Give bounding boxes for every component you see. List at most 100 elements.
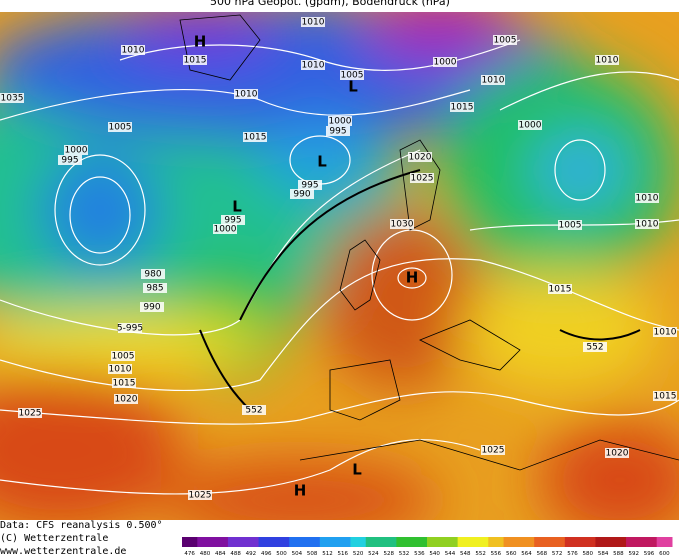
colorbar-label: 568 — [537, 551, 548, 557]
colorbar-label: 552 — [475, 551, 486, 557]
colorbar-swatch — [549, 537, 566, 547]
isobar-label: 1020 — [409, 153, 432, 163]
colorbar-label: 544 — [445, 551, 456, 557]
pressure-center: H — [406, 269, 419, 287]
colorbar-label: 504 — [292, 551, 303, 557]
colorbar-swatch — [411, 537, 428, 547]
isobar-label: 1005 — [109, 123, 132, 133]
label-bg — [242, 405, 266, 415]
label-bg — [340, 70, 364, 80]
field — [0, 12, 679, 520]
colorbar-label: 596 — [644, 551, 655, 557]
colorbar-swatch — [273, 537, 290, 547]
label-bg — [121, 45, 145, 55]
isobar-label: 1020 — [115, 395, 138, 405]
isobar-label: 1025 — [482, 446, 505, 456]
colorbar-swatch — [319, 537, 336, 547]
colorbar-swatch — [610, 537, 627, 547]
label-bg — [595, 55, 619, 65]
colorbar-swatch — [518, 537, 535, 547]
isobar-label: 1015 — [654, 392, 677, 402]
colorbar-swatch — [381, 537, 397, 547]
label-bg — [390, 219, 414, 229]
isobar-label: 990 — [293, 190, 310, 200]
isobar-label: 1000 — [434, 58, 457, 68]
isobar-label: 552 — [245, 406, 262, 416]
label-bg — [408, 152, 432, 162]
colorbar-swatch — [197, 537, 214, 547]
label-bg — [112, 378, 136, 388]
isobar-label: 995 — [301, 181, 318, 191]
isobar-label: 1015 — [113, 379, 136, 389]
colorbar-label: 508 — [307, 551, 318, 557]
label-bg — [481, 75, 505, 85]
isobar-label: 1010 — [636, 194, 659, 204]
isobar-label: 995 — [61, 156, 78, 166]
isobar-label: 1000 — [65, 146, 88, 156]
isobar-label: 1015 — [184, 56, 207, 66]
pressure-center: H — [194, 33, 207, 51]
isobar-label: 1015 — [244, 133, 267, 143]
colorbar-swatch — [641, 537, 658, 547]
colorbar-swatch — [580, 537, 596, 547]
colorbar-label: 532 — [399, 551, 410, 557]
colorbar-swatch — [488, 537, 505, 547]
isobar-label: 995 — [329, 127, 346, 137]
isobar-label: 1035 — [1, 94, 24, 104]
isobar-label: 1020 — [606, 449, 629, 459]
label-bg — [108, 122, 132, 132]
colorbar-label: 500 — [276, 551, 287, 557]
colorbar-swatch — [472, 537, 489, 547]
colorbar-swatch — [258, 537, 275, 547]
label-bg — [433, 57, 457, 67]
isobar-label: 1025 — [19, 409, 42, 419]
label-bg — [493, 35, 517, 45]
colorbar-label: 492 — [246, 551, 257, 557]
label-bg — [635, 193, 659, 203]
isobar-label: 995 — [224, 216, 241, 226]
colorbar-swatch — [595, 537, 612, 547]
colorbar-swatch — [182, 537, 198, 547]
label-bg — [301, 17, 325, 27]
isobar-label: 1010 — [636, 220, 659, 230]
label-bg — [114, 394, 138, 404]
label-bg — [143, 283, 167, 293]
colorbar-label: 516 — [338, 551, 349, 557]
colorbar-swatch — [335, 537, 351, 547]
isobar-label: 1010 — [596, 56, 619, 66]
colorbar-swatch — [227, 537, 244, 547]
colorbar-label: 592 — [628, 551, 639, 557]
colorbar-label: 580 — [583, 551, 594, 557]
isobar-label: 1030 — [391, 220, 414, 230]
isobar-label: 1010 — [235, 90, 258, 100]
footer-source: Data: CFS reanalysis 0.500° — [0, 520, 163, 531]
isobar-label: 1010 — [482, 76, 505, 86]
isobar-label: 985 — [146, 284, 163, 294]
colorbar-swatch — [457, 537, 474, 547]
label-bg — [118, 323, 142, 333]
colorbar-label: 524 — [368, 551, 379, 557]
colorbar-label: 548 — [460, 551, 471, 557]
isobar-label: 1000 — [329, 117, 352, 127]
label-bg — [64, 145, 88, 155]
colorbar-label: 476 — [184, 551, 195, 557]
colorbar-label: 512 — [322, 551, 333, 557]
colorbar-label: 588 — [613, 551, 624, 557]
isobar-label: 1000 — [214, 225, 237, 235]
label-bg — [548, 284, 572, 294]
label-bg — [290, 189, 314, 199]
label-bg — [58, 155, 82, 165]
label-bg — [481, 445, 505, 455]
label-bg — [298, 180, 322, 190]
isobar-label: 1015 — [549, 285, 572, 295]
label-bg — [111, 351, 135, 361]
footer-url: www.wetterzentrale.de — [0, 546, 126, 557]
colorbar-label: 564 — [521, 551, 532, 557]
isobar-label: 1005 — [494, 36, 517, 46]
pressure-center: L — [348, 78, 358, 96]
label-bg — [234, 89, 258, 99]
label-bg — [583, 342, 607, 352]
colorbar-swatch — [534, 537, 550, 547]
isobar-label: 1025 — [411, 174, 434, 184]
